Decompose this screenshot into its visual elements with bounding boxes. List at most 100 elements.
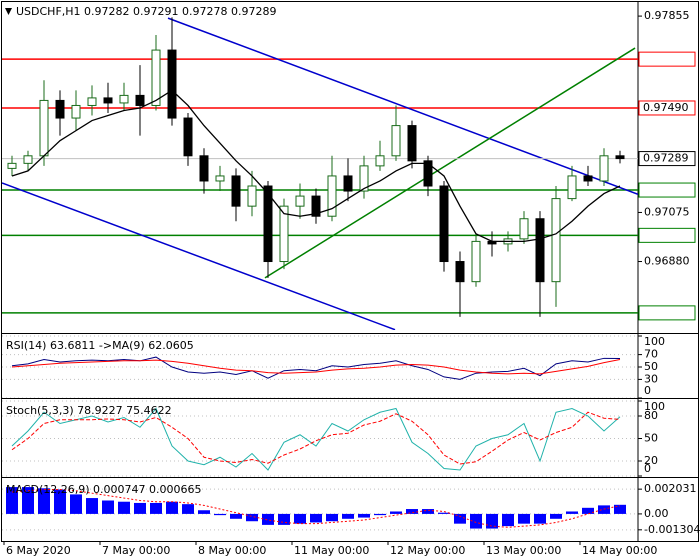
histogram-bar [502,513,514,527]
histogram-bar [310,513,322,523]
histogram-bar [358,513,370,518]
candle-body [135,94,145,106]
histogram-bar [406,509,418,514]
candle-body [263,185,273,263]
candle-body [519,218,529,240]
trendline [2,182,396,330]
histogram-bar [470,513,482,529]
histogram-bar [614,504,626,514]
candle-body [471,240,481,283]
candle-body [215,175,225,182]
histogram-bar [70,494,82,514]
y-tick-label: 50 [644,360,658,373]
histogram-bar [134,502,146,514]
histogram-bar [118,501,130,514]
candle-body [375,155,385,167]
candle-body [295,195,305,207]
candle-body [39,99,49,157]
level-label-box [638,227,696,243]
signal-line [11,489,621,528]
candle-body [439,185,449,263]
x-tick-label: 11 May 00:00 [294,544,369,557]
histogram-bar [182,504,194,514]
trendline [167,17,638,196]
histogram-bar [262,513,274,525]
y-tick-label: 0.002031 [644,482,697,495]
histogram-bar [534,513,546,524]
level-label-box [638,305,696,321]
indicator-line [11,411,621,465]
histogram-bar [326,513,338,522]
candle-body [551,198,561,283]
candle-body [167,49,177,119]
x-tick-label: 8 May 00:00 [198,544,266,557]
y-tick-label: -0.001304 [644,523,700,536]
candle-body [183,117,193,157]
histogram-bar [54,489,66,514]
x-tick-label: 6 May 2020 [6,544,71,557]
histogram-bar [230,513,242,519]
candle-body [407,125,417,162]
histogram-bar [22,487,34,514]
level-label-box [638,100,696,116]
candle-body [535,218,545,283]
candle-body [359,165,369,192]
histogram-bar [246,513,258,522]
indicator-line [11,356,621,380]
indicator-line [11,407,621,471]
symbol-icon [5,8,12,15]
frame [1,1,699,542]
candle-body [7,162,17,169]
histogram-bar [438,512,450,514]
candle-body [423,160,433,187]
candle-body [87,97,97,106]
indicator-line [11,359,621,375]
last-price-label: 0.97289 [643,152,689,165]
panel-title: MACD(12,26,9) 0.000747 0.000665 [6,483,202,496]
y-tick-label: 80 [644,409,658,422]
candle-body [247,185,257,207]
histogram-bar [198,510,210,514]
histogram-bar [582,507,594,514]
histogram-bar [166,501,178,514]
candle-body [151,49,161,106]
y-tick-label: 30 [644,372,658,385]
main-plot [2,17,638,330]
y-tick-label: 50 [644,432,658,445]
y-tick-label: 0.96880 [644,255,690,268]
candle-body [391,125,401,157]
y-tick-label: 100 [644,400,665,413]
panel-title: Stoch(5,3,3) 78.9227 75.4622 [6,404,172,417]
x-tick-label: 12 May 00:00 [390,544,465,557]
candle-body [55,99,65,119]
candle-body [343,175,353,192]
histogram-bar [294,513,306,524]
histogram-bar [598,505,610,514]
y-tick-label: 0.97075 [644,205,690,218]
level-label: 0.97490 [643,101,689,114]
candle-body [103,97,113,104]
y-tick-label: 0 [644,384,651,397]
candle-body [279,205,289,263]
panel-title: USDCHF,H1 0.97282 0.97291 0.97278 0.9728… [16,5,277,18]
histogram-bar [550,513,562,519]
candle-body [567,175,577,200]
histogram-bar [6,487,18,514]
x-tick-label: 14 May 00:00 [582,544,657,557]
level-label-box [638,51,696,67]
histogram-bar [278,513,290,525]
histogram-bar [454,513,466,524]
panel-title: RSI(14) 63.6811 ->MA(9) 62.0605 [6,339,194,352]
histogram-bar [390,511,402,514]
histogram-bar [486,513,498,529]
y-tick-label: 0.00 [644,507,669,520]
x-tick-label: 7 May 00:00 [102,544,170,557]
y-tick-label: 100 [644,335,665,348]
trendline [264,47,636,279]
candle-body [311,195,321,217]
y-tick-label: 70 [644,348,658,361]
candle-body [615,155,625,160]
